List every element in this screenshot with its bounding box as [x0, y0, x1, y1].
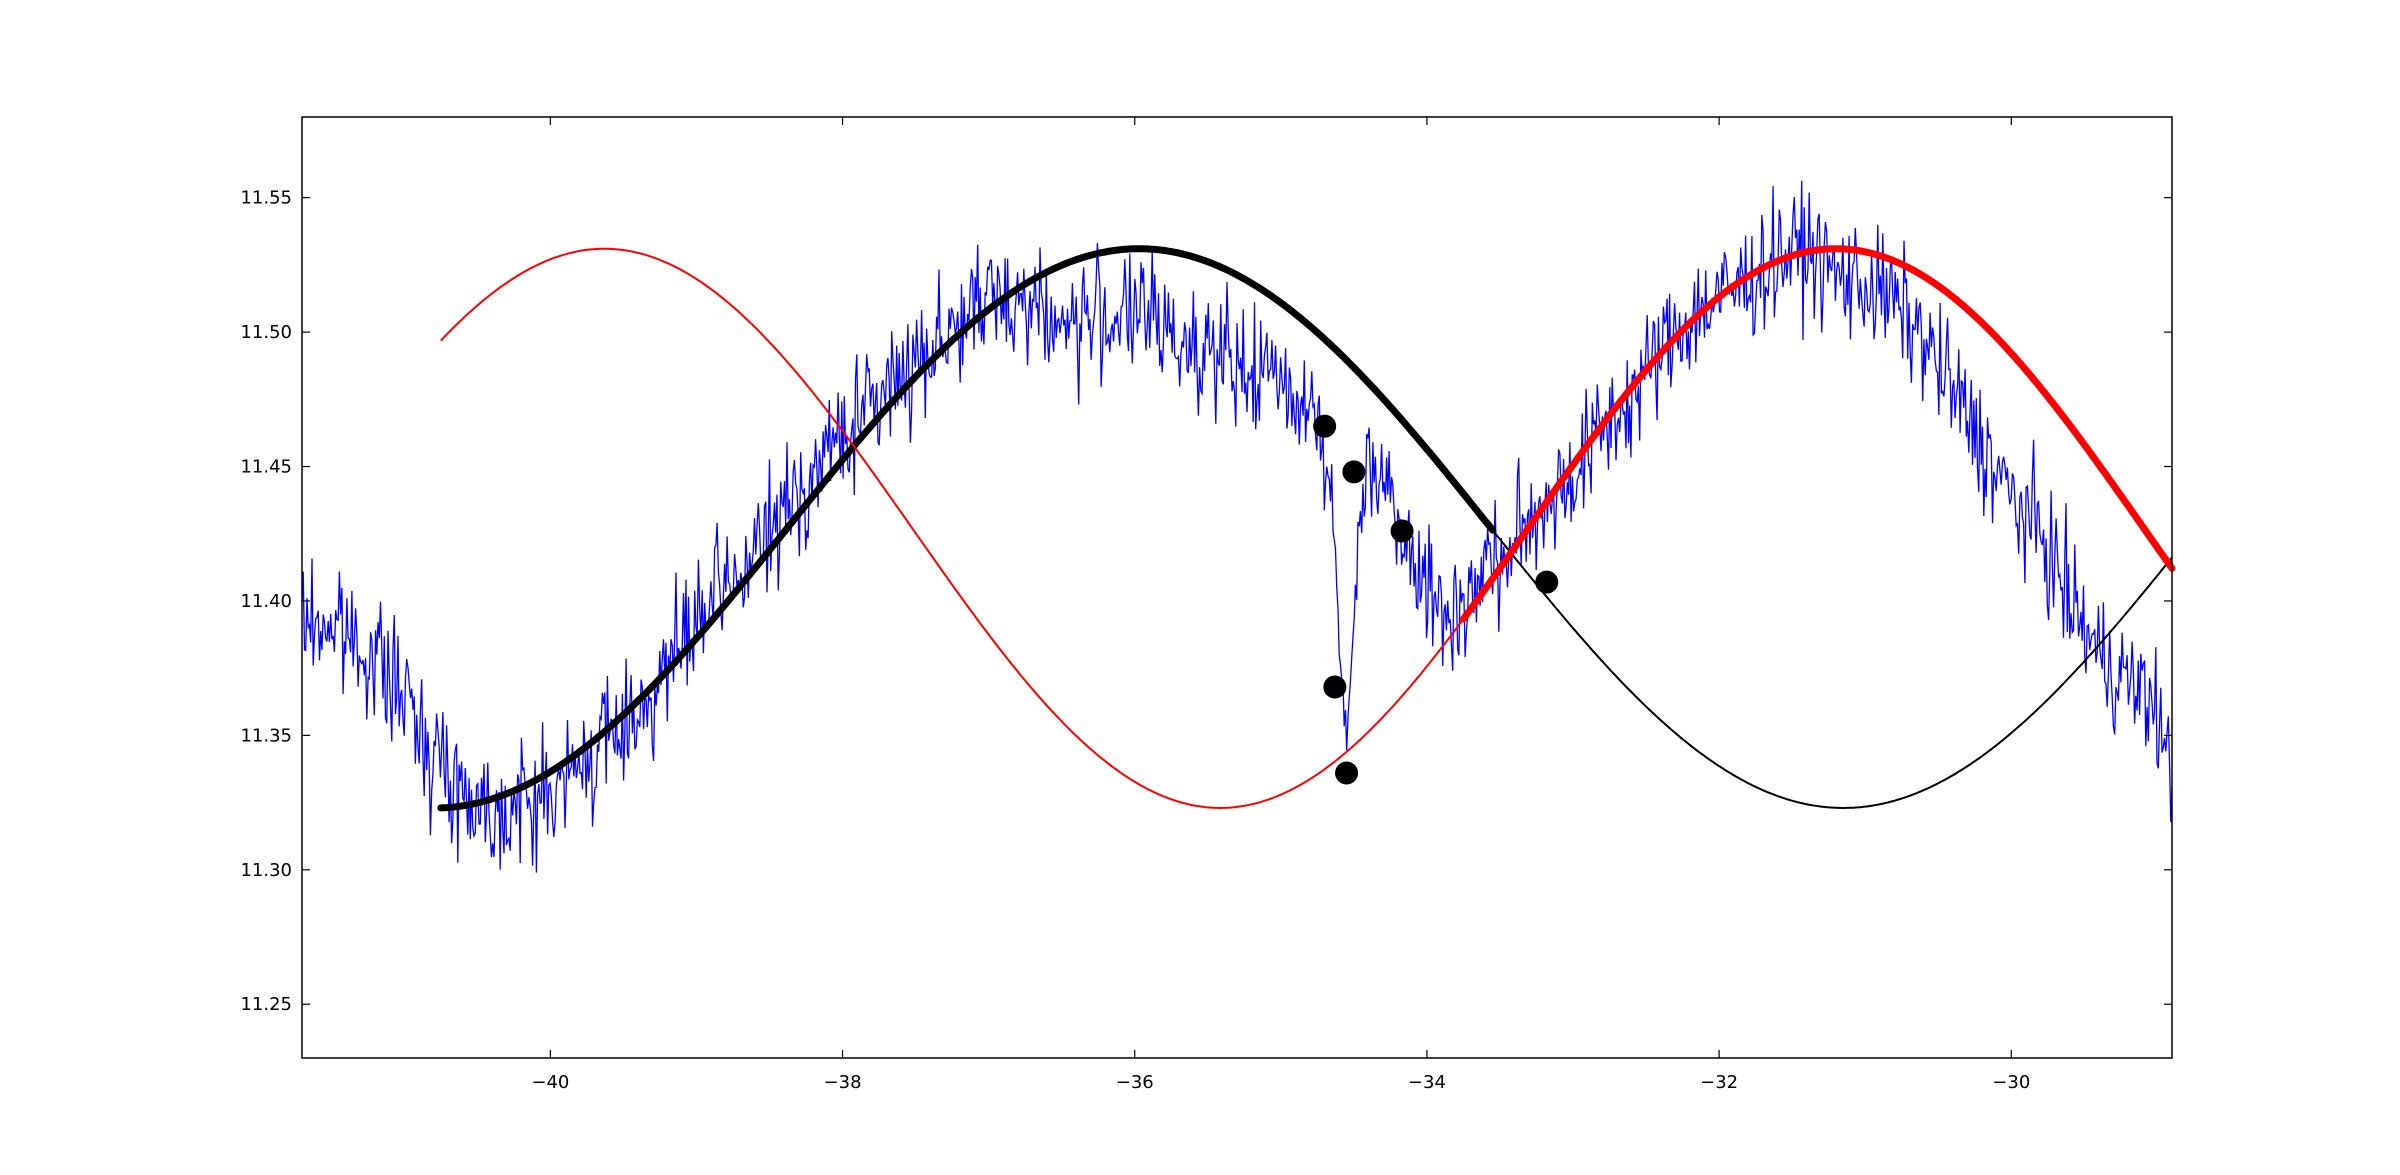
- plot-frame: [301, 116, 2173, 1059]
- x-tick-label: −38: [824, 1072, 862, 1093]
- y-tick-label: 11.35: [240, 725, 292, 746]
- x-tick-label: −34: [1408, 1072, 1446, 1093]
- axis-ticks: −40 −38 −36 −34 −32 −30 11.25 11.30 11.35 11.40 11…: [240, 117, 2172, 1093]
- x-tick-label: −30: [1992, 1072, 2030, 1093]
- data-marker-point: [1323, 675, 1347, 699]
- series-fit-black-thick-segment: [437, 245, 1497, 812]
- data-marker-point: [1390, 519, 1414, 543]
- x-tick-label: −40: [531, 1072, 569, 1093]
- x-tick-label: −36: [1116, 1072, 1154, 1093]
- y-tick-label: 11.40: [240, 591, 292, 612]
- y-tick-label: 11.55: [240, 188, 292, 209]
- y-tick-label: 11.50: [240, 322, 292, 343]
- y-tick-label: 11.45: [240, 457, 292, 478]
- x-tick-label: −32: [1700, 1072, 1738, 1093]
- markers-layer: [1313, 414, 1559, 785]
- y-tick-label: 11.30: [240, 860, 292, 881]
- data-marker-point: [1342, 460, 1366, 484]
- y-tick-label: 11.25: [240, 994, 292, 1015]
- series-measured-line: [301, 180, 2173, 873]
- series-layer: [301, 180, 2176, 873]
- data-marker-point: [1535, 570, 1559, 594]
- series-fit-red-thick-segment: [1459, 245, 2176, 623]
- data-marker-point: [1313, 414, 1337, 438]
- data-marker-point: [1335, 761, 1359, 785]
